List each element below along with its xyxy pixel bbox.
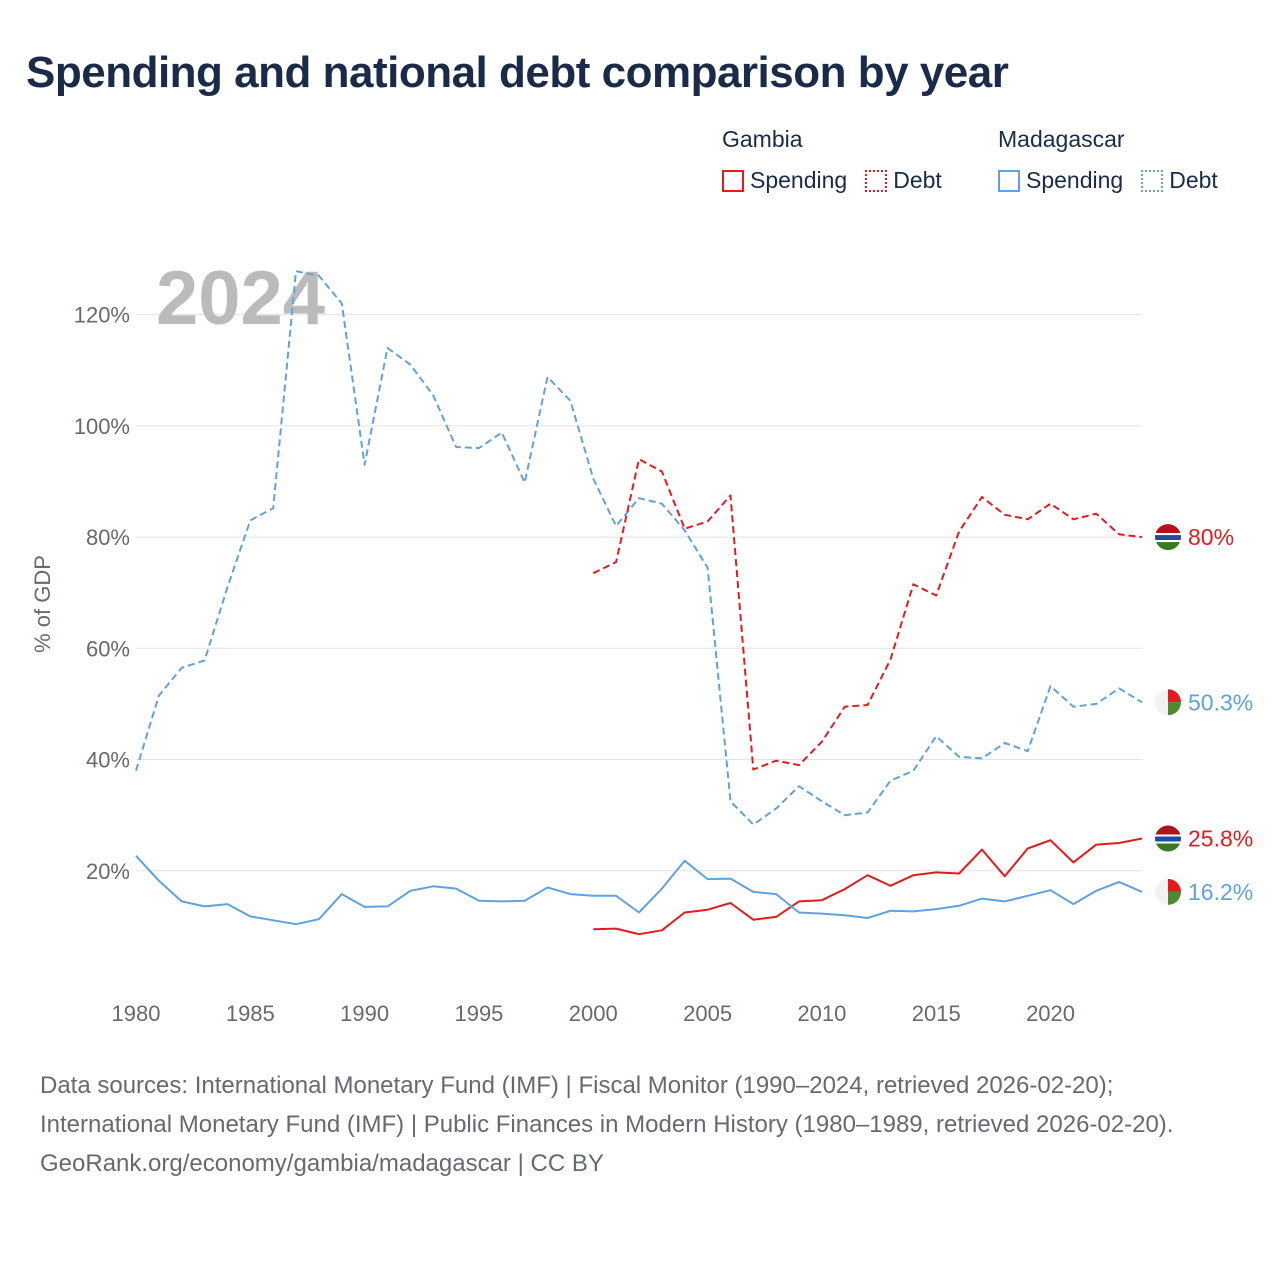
madagascar-flag-icon bbox=[1155, 689, 1181, 716]
line-chart: 2024 20%40%60%80%100%120% 1980 1985 1990 19… bbox=[30, 256, 1253, 1026]
x-tick-label: 2020 bbox=[1026, 1001, 1075, 1026]
legend-item-madagascar-debt[interactable]: Debt bbox=[1141, 167, 1218, 194]
x-tick-label: 2000 bbox=[569, 1001, 618, 1026]
legend-swatch-gambia-spending bbox=[722, 169, 744, 192]
year-watermark: 2024 bbox=[156, 256, 325, 341]
series-line-madagascar-spending bbox=[135, 855, 1143, 926]
series-line-madagascar-debt bbox=[135, 270, 1143, 826]
gridlines bbox=[136, 314, 1142, 872]
y-tick-label: 20% bbox=[86, 859, 130, 884]
series-line-gambia-spending bbox=[593, 837, 1143, 936]
end-markers: 50.3% 80% 25.8% 16.2% bbox=[1155, 524, 1253, 905]
x-tick-label: 2010 bbox=[797, 1001, 846, 1026]
y-axis-label: % of GDP bbox=[30, 555, 55, 653]
legend-item-gambia-debt[interactable]: Debt bbox=[865, 167, 942, 194]
legend-label-gambia-spending: Spending bbox=[750, 167, 848, 193]
end-label-madagascar-debt: 50.3% bbox=[1188, 689, 1253, 715]
legend-swatch-madagascar-spending bbox=[998, 169, 1020, 192]
x-tick-label: 2005 bbox=[683, 1001, 732, 1026]
footer: Data sources: International Monetary Fun… bbox=[40, 1066, 1240, 1183]
end-label-gambia-debt: 80% bbox=[1188, 524, 1234, 550]
x-tick-label: 1995 bbox=[454, 1001, 503, 1026]
x-tick-label: 1985 bbox=[226, 1001, 275, 1026]
x-tick-label: 1980 bbox=[112, 1001, 161, 1026]
y-tick-label: 40% bbox=[86, 748, 130, 773]
chart-title: Spending and national debt comparison by… bbox=[26, 48, 1009, 97]
y-tick-label: 60% bbox=[86, 636, 130, 661]
legend-item-gambia-spending[interactable]: Spending bbox=[722, 167, 847, 194]
data-sources: Data sources: International Monetary Fun… bbox=[40, 1072, 1174, 1138]
legend-label-gambia-debt: Debt bbox=[893, 167, 942, 193]
x-tick-label: 1990 bbox=[340, 1001, 389, 1026]
legend-swatch-gambia-debt bbox=[865, 169, 888, 192]
legend-item-madagascar-spending[interactable]: Spending bbox=[998, 167, 1123, 194]
y-tick-label: 120% bbox=[74, 303, 130, 328]
legend-label-madagascar-spending: Spending bbox=[1026, 167, 1124, 193]
credit-link[interactable]: GeoRank.org/economy/gambia/madagascar | … bbox=[40, 1150, 604, 1177]
madagascar-flag-icon bbox=[1155, 878, 1181, 905]
x-tick-label: 2015 bbox=[912, 1001, 961, 1026]
end-label-gambia-spending: 25.8% bbox=[1188, 826, 1253, 852]
end-label-madagascar-spending: 16.2% bbox=[1188, 879, 1253, 905]
legend-heading-madagascar: Madagascar bbox=[998, 126, 1125, 152]
series-line-gambia-debt bbox=[592, 458, 1143, 771]
legend-label-madagascar-debt: Debt bbox=[1169, 167, 1218, 193]
x-axis-ticks: 1980 1985 1990 1995 2000 2005 2010 2015 2020 bbox=[112, 1001, 1075, 1026]
series-lines bbox=[135, 270, 1143, 936]
gambia-flag-icon bbox=[1155, 825, 1181, 852]
legend-group-madagascar: Madagascar Spending Debt bbox=[998, 126, 1218, 194]
y-axis-ticks: 20% 40% 60% 80% 100% 120% bbox=[74, 303, 130, 884]
legend-swatch-madagascar-debt bbox=[1141, 169, 1164, 192]
legend-heading-gambia: Gambia bbox=[722, 126, 803, 152]
y-tick-label: 100% bbox=[74, 414, 130, 439]
y-tick-label: 80% bbox=[86, 525, 130, 550]
gambia-flag-icon bbox=[1155, 524, 1181, 551]
legend-group-gambia: Gambia Spending Debt bbox=[722, 126, 942, 194]
